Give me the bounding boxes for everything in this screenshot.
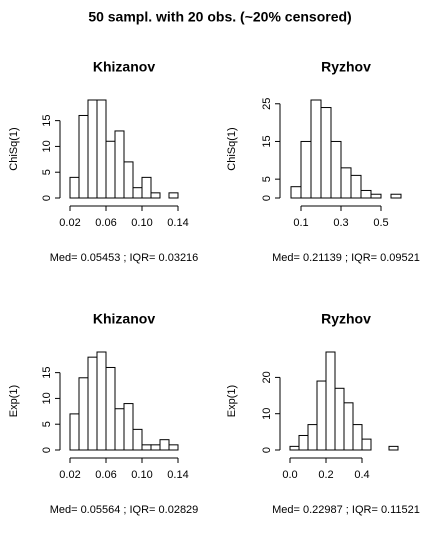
x-tick-label: 0.06 bbox=[95, 469, 116, 481]
bar bbox=[390, 193, 402, 199]
bar bbox=[141, 444, 152, 451]
y-tick-label: 10 bbox=[41, 392, 53, 404]
bar bbox=[69, 413, 80, 451]
panel-title: Khizanov bbox=[93, 59, 155, 75]
bar bbox=[132, 428, 143, 451]
bar bbox=[298, 434, 309, 451]
bar bbox=[340, 167, 352, 199]
x-tick-label: 0.3 bbox=[333, 217, 348, 229]
panel-title: Ryzhov bbox=[321, 311, 371, 327]
bar bbox=[87, 99, 98, 199]
bar bbox=[361, 438, 372, 451]
bar bbox=[320, 107, 332, 199]
x-tick-label: 0.14 bbox=[167, 217, 188, 229]
bar bbox=[300, 140, 312, 199]
bar bbox=[290, 186, 302, 199]
bar bbox=[370, 193, 382, 199]
bar bbox=[123, 403, 134, 451]
x-axis-label: Med= 0.22987 ; IQR= 0.11521 bbox=[272, 504, 420, 516]
y-tick-label: 5 bbox=[41, 421, 53, 427]
bar bbox=[114, 408, 125, 451]
bar bbox=[330, 140, 342, 199]
bar bbox=[360, 189, 372, 199]
bar bbox=[334, 387, 345, 451]
y-tick-label: 20 bbox=[261, 371, 273, 383]
x-axis-label: Med= 0.05453 ; IQR= 0.03216 bbox=[50, 252, 199, 264]
x-tick-label: 0.1 bbox=[293, 217, 308, 229]
x-tick-label: 0.02 bbox=[59, 217, 80, 229]
bar bbox=[78, 377, 89, 451]
y-tick-label: 0 bbox=[261, 447, 273, 453]
bar bbox=[96, 99, 107, 199]
y-axis-label: Exp(1) bbox=[226, 385, 238, 417]
y-tick-label: 10 bbox=[41, 140, 53, 152]
y-tick-label: 25 bbox=[261, 98, 273, 110]
y-axis-label: ChiSq(1) bbox=[8, 127, 20, 170]
bar bbox=[114, 130, 125, 199]
bar bbox=[307, 424, 318, 451]
bar bbox=[316, 380, 327, 451]
figure-title: 50 sampl. with 20 obs. (~20% censored) bbox=[88, 9, 351, 25]
bar bbox=[343, 402, 354, 451]
x-axis-label: Med= 0.21139 ; IQR= 0.09521 bbox=[272, 252, 420, 264]
bar bbox=[159, 439, 170, 451]
bar bbox=[150, 444, 161, 451]
x-tick-label: 0.14 bbox=[167, 469, 188, 481]
x-tick-label: 0.2 bbox=[318, 469, 333, 481]
x-tick-label: 0.06 bbox=[95, 217, 116, 229]
bar bbox=[352, 424, 363, 451]
bar bbox=[141, 176, 152, 199]
y-tick-label: 15 bbox=[41, 115, 53, 127]
bar bbox=[96, 351, 107, 451]
y-axis-label: Exp(1) bbox=[8, 385, 20, 417]
bar bbox=[123, 161, 134, 199]
bar bbox=[350, 174, 362, 199]
panel-title: Khizanov bbox=[93, 311, 155, 327]
y-tick-label: 15 bbox=[261, 135, 273, 147]
bar bbox=[78, 114, 89, 199]
panel-title: Ryzhov bbox=[321, 59, 371, 75]
y-tick-label: 15 bbox=[41, 367, 53, 379]
bar bbox=[310, 99, 322, 199]
x-axis-label: Med= 0.05564 ; IQR= 0.02829 bbox=[50, 504, 199, 516]
y-tick-label: 0 bbox=[41, 447, 53, 453]
x-tick-label: 0.5 bbox=[373, 217, 388, 229]
y-tick-label: 10 bbox=[261, 408, 273, 420]
bar bbox=[105, 140, 116, 199]
y-tick-label: 5 bbox=[41, 169, 53, 175]
y-tick-label: 0 bbox=[41, 195, 53, 201]
x-tick-label: 0.4 bbox=[354, 469, 369, 481]
bar bbox=[69, 176, 80, 199]
x-tick-label: 0.10 bbox=[131, 217, 152, 229]
bar bbox=[132, 187, 143, 199]
y-tick-label: 0 bbox=[261, 195, 273, 201]
x-tick-label: 0.0 bbox=[282, 469, 297, 481]
bar bbox=[168, 192, 179, 199]
bar bbox=[325, 351, 336, 451]
y-tick-label: 5 bbox=[261, 176, 273, 182]
bar bbox=[87, 356, 98, 451]
bar bbox=[168, 444, 179, 451]
x-tick-label: 0.02 bbox=[59, 469, 80, 481]
bar bbox=[388, 445, 399, 451]
bar bbox=[289, 445, 300, 451]
bar bbox=[150, 192, 161, 199]
y-axis-label: ChiSq(1) bbox=[226, 127, 238, 170]
bar bbox=[105, 366, 116, 451]
x-tick-label: 0.10 bbox=[131, 469, 152, 481]
